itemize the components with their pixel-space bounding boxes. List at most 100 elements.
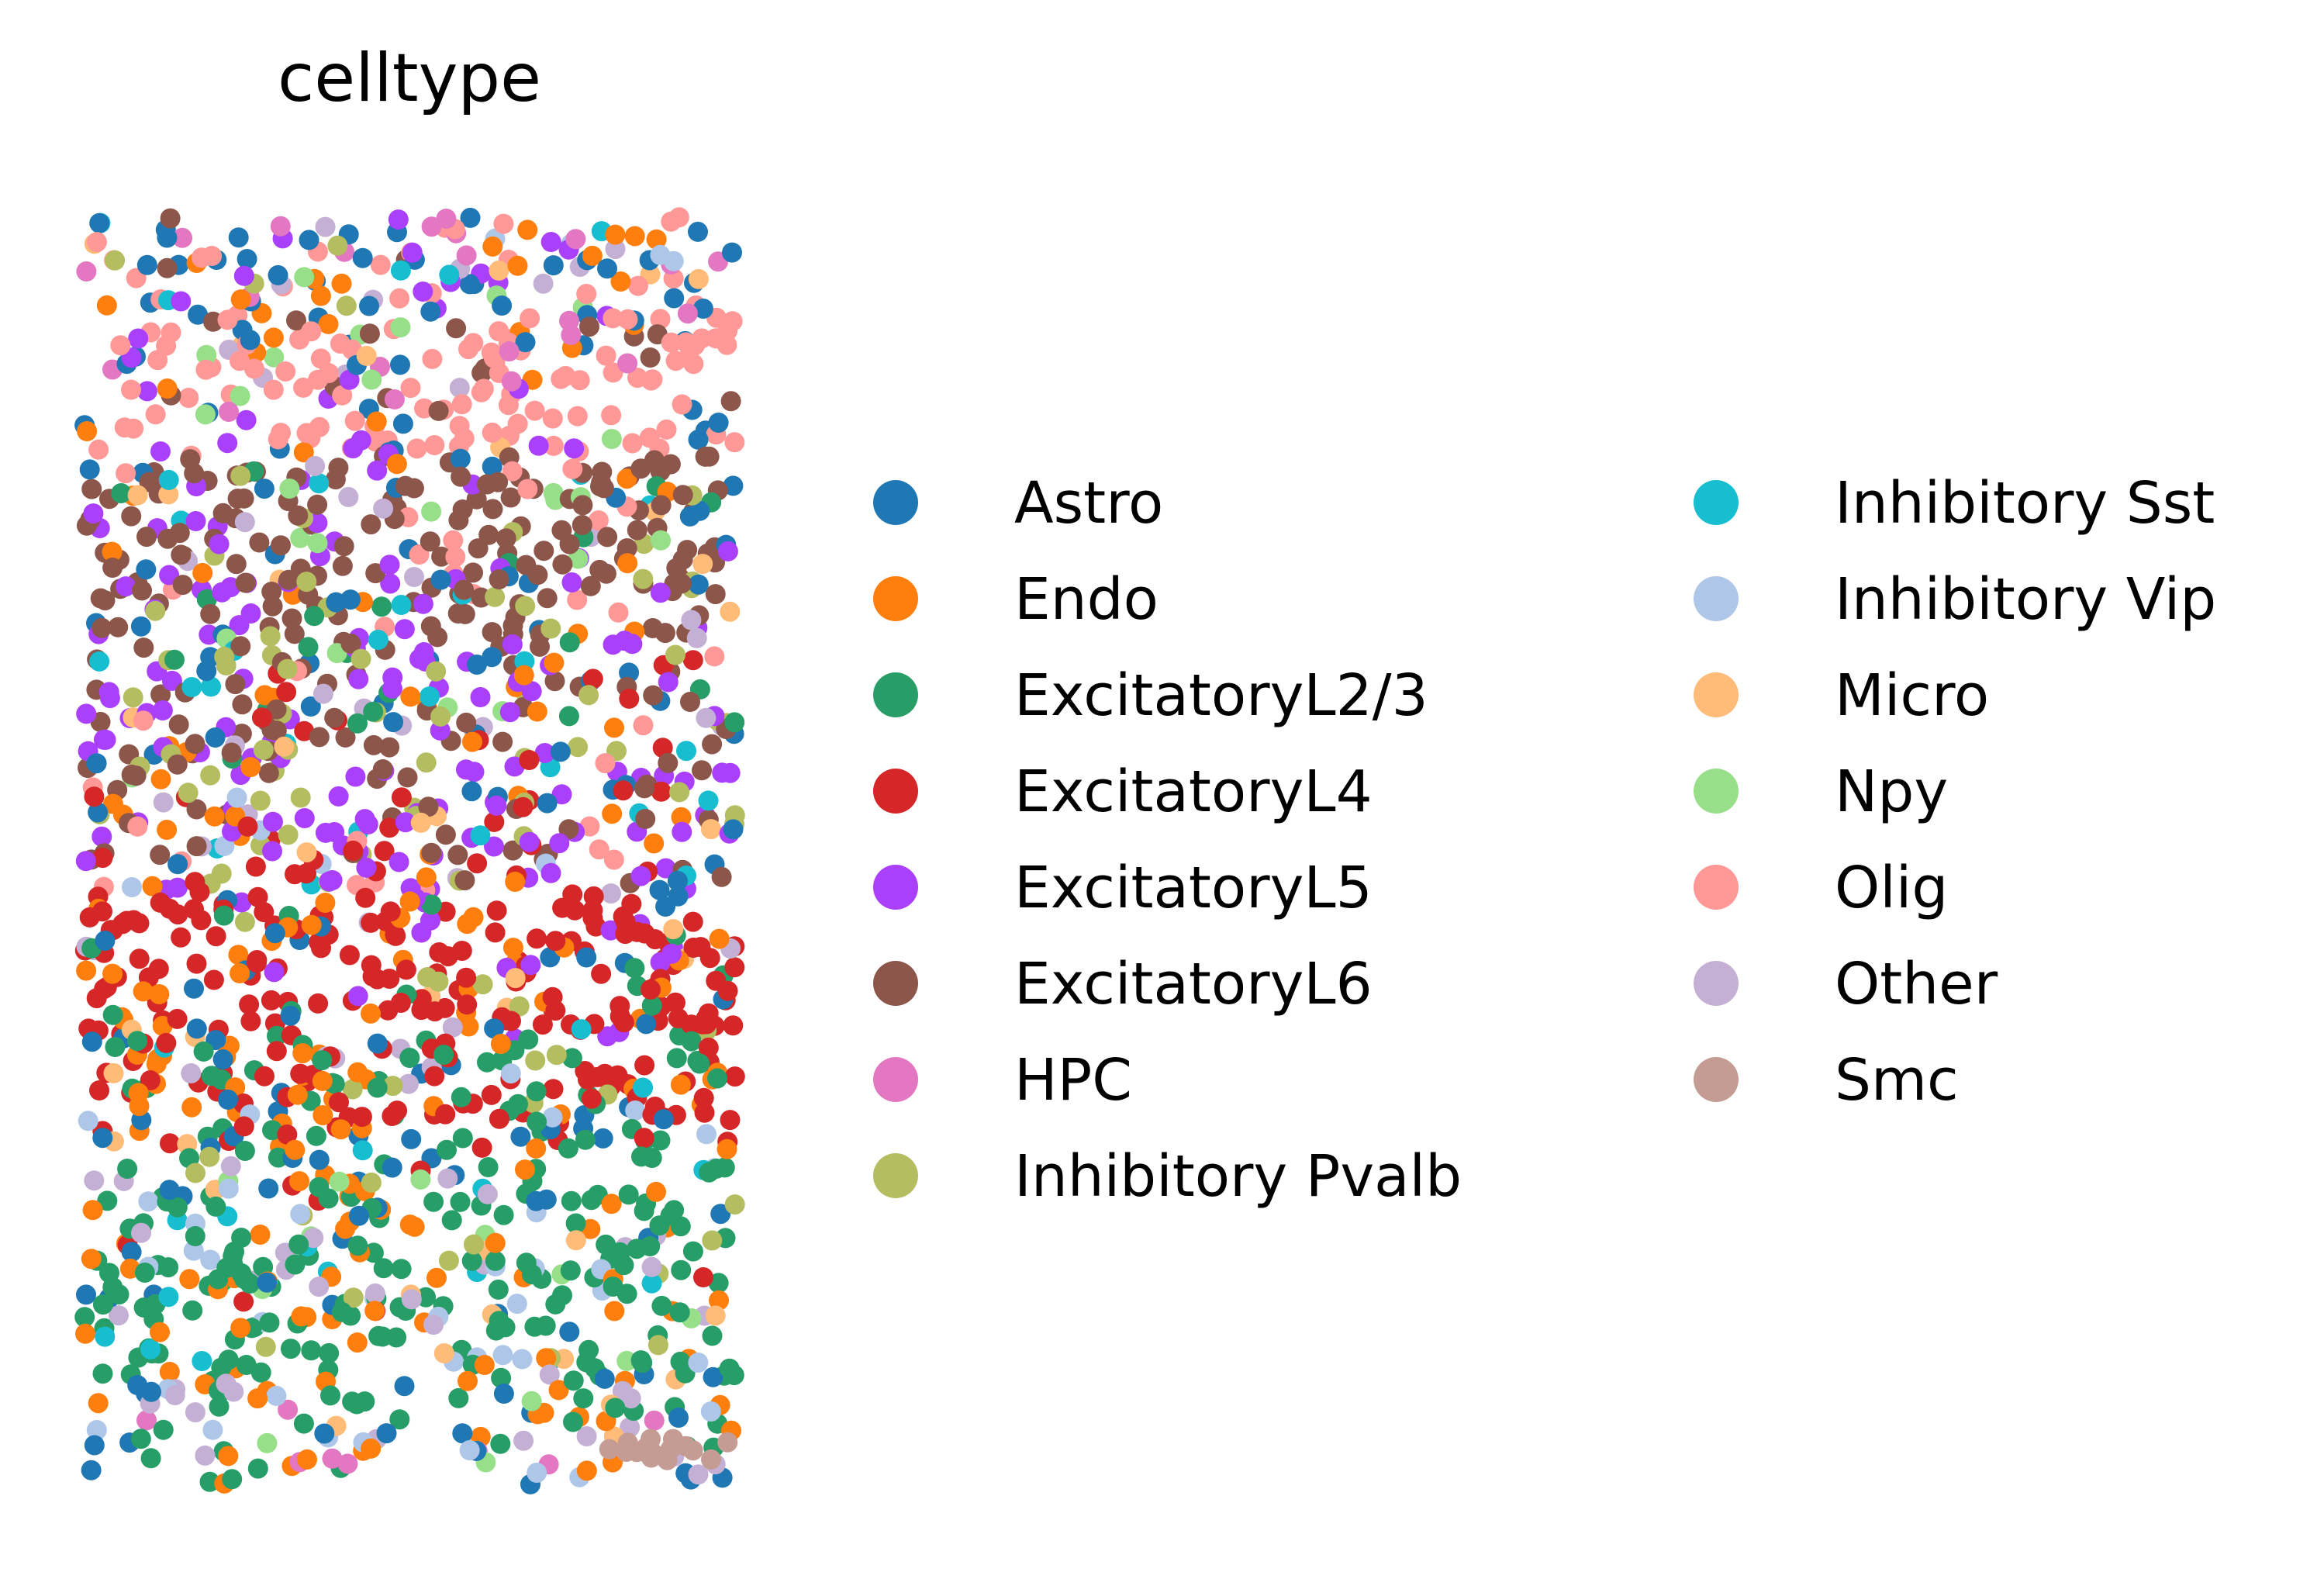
point-hpc bbox=[322, 1448, 343, 1469]
legend-marker bbox=[1694, 576, 1739, 621]
point-excitatoryl4 bbox=[247, 950, 268, 970]
point-hpc bbox=[270, 216, 291, 237]
point-astro bbox=[359, 295, 379, 316]
point-excitatoryl2-3 bbox=[164, 649, 185, 670]
point-endo bbox=[485, 1232, 506, 1253]
point-excitatoryl5 bbox=[264, 962, 285, 983]
point-excitatoryl2-3 bbox=[222, 1469, 243, 1490]
point-endo bbox=[670, 1074, 691, 1095]
point-excitatoryl6 bbox=[530, 636, 550, 657]
legend-label: Smc bbox=[1835, 1047, 1959, 1114]
point-other bbox=[437, 1168, 458, 1189]
point-inhibitory-sst bbox=[676, 741, 696, 762]
point-endo bbox=[462, 731, 482, 752]
point-hpc bbox=[677, 303, 698, 324]
point-other bbox=[681, 610, 702, 631]
point-endo bbox=[602, 803, 623, 824]
point-excitatoryl4 bbox=[355, 887, 376, 908]
point-endo bbox=[347, 1332, 368, 1353]
point-olig bbox=[156, 335, 177, 356]
point-excitatoryl6 bbox=[448, 510, 469, 530]
point-excitatoryl4 bbox=[435, 1104, 456, 1125]
point-inhibitory-pvalb bbox=[230, 465, 251, 486]
point-excitatoryl5 bbox=[551, 784, 572, 805]
point-inhibitory-sst bbox=[192, 1351, 212, 1371]
point-endo bbox=[204, 806, 225, 827]
point-excitatoryl6 bbox=[160, 208, 181, 229]
point-excitatoryl4 bbox=[717, 980, 738, 1001]
point-excitatoryl2-3 bbox=[293, 1413, 314, 1434]
point-endo bbox=[291, 1306, 312, 1327]
point-inhibitory-vip bbox=[700, 1401, 721, 1422]
point-npy bbox=[196, 344, 217, 365]
point-excitatoryl5 bbox=[484, 836, 504, 857]
point-excitatoryl2-3 bbox=[267, 1025, 287, 1046]
point-excitatoryl6 bbox=[309, 727, 330, 748]
point-olig bbox=[332, 385, 353, 406]
point-astro bbox=[76, 1284, 96, 1305]
point-excitatoryl6 bbox=[340, 633, 361, 654]
point-excitatoryl2-3 bbox=[109, 1284, 129, 1305]
point-astro bbox=[668, 1408, 689, 1428]
point-excitatoryl6 bbox=[258, 762, 279, 783]
point-inhibitory-pvalb bbox=[426, 661, 447, 682]
point-excitatoryl4 bbox=[254, 902, 275, 923]
legend-item: Olig bbox=[1694, 855, 1948, 921]
point-excitatoryl2-3 bbox=[318, 1188, 339, 1209]
point-excitatoryl6 bbox=[671, 573, 692, 594]
point-astro bbox=[722, 242, 742, 263]
point-excitatoryl5 bbox=[413, 642, 434, 662]
point-excitatoryl2-3 bbox=[389, 1409, 410, 1430]
point-astro bbox=[352, 247, 373, 268]
point-astro bbox=[550, 741, 571, 762]
point-other bbox=[688, 1464, 709, 1485]
point-astro bbox=[136, 559, 157, 580]
point-endo bbox=[230, 1318, 251, 1339]
point-other bbox=[84, 1170, 105, 1191]
point-excitatoryl5 bbox=[394, 619, 415, 640]
legend-marker bbox=[873, 961, 918, 1006]
point-excitatoryl2-3 bbox=[682, 1241, 703, 1262]
point-olig bbox=[685, 335, 706, 356]
point-endo bbox=[576, 1460, 597, 1481]
point-inhibitory-sst bbox=[158, 469, 179, 490]
point-astro bbox=[692, 299, 713, 319]
point-other bbox=[315, 216, 336, 237]
point-excitatoryl2-3 bbox=[288, 1234, 309, 1255]
point-inhibitory-pvalb bbox=[665, 644, 685, 665]
point-excitatoryl6 bbox=[200, 603, 221, 624]
point-inhibitory-pvalb bbox=[669, 782, 690, 803]
point-npy bbox=[329, 1171, 350, 1192]
point-excitatoryl6 bbox=[261, 582, 282, 602]
point-excitatoryl2-3 bbox=[669, 1302, 690, 1323]
point-olig bbox=[520, 308, 540, 329]
point-olig bbox=[202, 246, 223, 266]
point-excitatoryl2-3 bbox=[92, 1363, 113, 1384]
point-inhibitory-pvalb bbox=[123, 687, 143, 708]
point-excitatoryl2-3 bbox=[347, 1235, 368, 1256]
point-astro bbox=[482, 647, 502, 668]
point-astro bbox=[326, 592, 347, 613]
point-astro bbox=[167, 854, 188, 875]
point-micro bbox=[700, 819, 721, 840]
point-hpc bbox=[76, 261, 97, 282]
point-astro bbox=[89, 212, 110, 233]
point-olig bbox=[310, 348, 331, 369]
point-excitatoryl6 bbox=[537, 588, 558, 609]
point-excitatoryl6 bbox=[262, 596, 283, 617]
point-olig bbox=[502, 461, 523, 482]
point-olig bbox=[145, 404, 166, 425]
point-excitatoryl4 bbox=[140, 1070, 161, 1090]
point-excitatoryl4 bbox=[380, 901, 401, 922]
point-excitatoryl2-3 bbox=[97, 1190, 118, 1211]
point-hpc bbox=[499, 341, 520, 362]
point-excitatoryl4 bbox=[682, 911, 703, 932]
point-astro bbox=[300, 696, 321, 717]
point-excitatoryl2-3 bbox=[285, 1254, 306, 1275]
point-excitatoryl5 bbox=[116, 576, 136, 597]
point-inhibitory-vip bbox=[266, 1385, 287, 1406]
point-inhibitory-pvalb bbox=[485, 586, 506, 607]
point-excitatoryl2-3 bbox=[117, 1159, 138, 1179]
legend-item: Npy bbox=[1694, 758, 1948, 825]
point-excitatoryl6 bbox=[593, 478, 614, 499]
